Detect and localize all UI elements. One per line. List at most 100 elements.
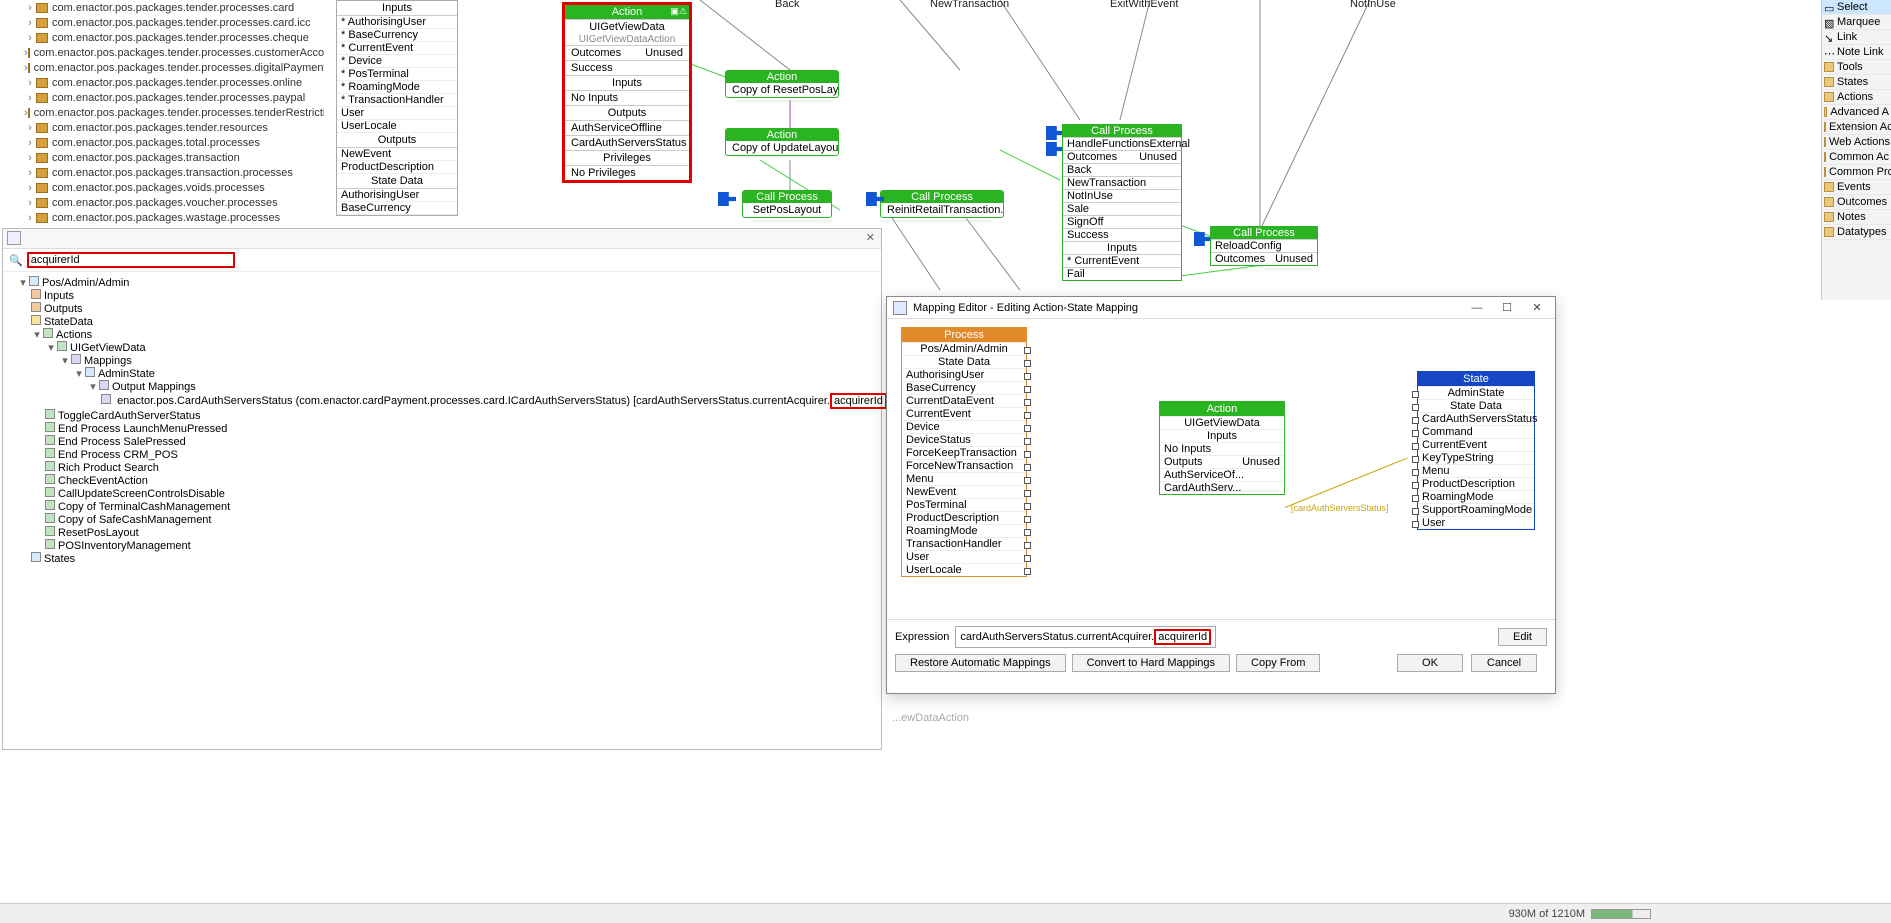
proc-row[interactable]: DeviceStatus [902, 433, 1026, 446]
restore-mappings-button[interactable]: Restore Automatic Mappings [895, 654, 1066, 672]
tool-folder[interactable]: Events [1822, 180, 1891, 195]
tree-outmap[interactable]: Output Mappings [112, 381, 196, 393]
heap-meter[interactable] [1591, 909, 1651, 919]
maximize-button[interactable]: ☐ [1495, 301, 1519, 314]
tree-action-item[interactable]: Rich Product Search [17, 461, 881, 474]
tool-folder[interactable]: Advanced A [1822, 105, 1891, 120]
pill-update[interactable]: Action Copy of UpdateLayout [725, 128, 839, 156]
proc-row[interactable]: CurrentEvent [902, 407, 1026, 420]
tool-folder[interactable]: Datatypes [1822, 225, 1891, 240]
tree-actions[interactable]: Actions [56, 329, 92, 341]
copy-from-button[interactable]: Copy From [1236, 654, 1320, 672]
callproc-reload[interactable]: Call Process ReloadConfig OutcomesUnused [1210, 226, 1318, 266]
tree-states[interactable]: States [44, 553, 75, 565]
outline-tree[interactable]: ▾Pos/Admin/Admin Inputs Outputs StateDat… [3, 272, 881, 569]
tree-action-item[interactable]: ToggleCardAuthServerStatus [17, 409, 881, 422]
tree-action-item[interactable]: End Process LaunchMenuPressed [17, 422, 881, 435]
proc-row[interactable]: BaseCurrency [902, 381, 1026, 394]
tool-folder[interactable]: States [1822, 75, 1891, 90]
tree-inputs[interactable]: Inputs [44, 290, 74, 302]
tool-select[interactable]: ▭Select [1822, 0, 1891, 15]
package-item[interactable]: ›com.enactor.pos.packages.tender.process… [24, 30, 324, 45]
state-row[interactable]: Command [1418, 425, 1534, 438]
tool-folder[interactable]: Actions [1822, 90, 1891, 105]
proc-row[interactable]: CurrentDataEvent [902, 394, 1026, 407]
proc-row[interactable]: UserLocale [902, 563, 1026, 576]
tool-marquee[interactable]: ▧Marquee [1822, 15, 1891, 30]
package-item[interactable]: ›com.enactor.pos.packages.voucher.proces… [24, 195, 324, 210]
tree-action-item[interactable]: End Process CRM_POS [17, 448, 881, 461]
process-box[interactable]: Process Pos/Admin/Admin State Data Autho… [901, 327, 1027, 577]
tool-folder[interactable]: Tools [1822, 60, 1891, 75]
state-row[interactable]: Menu [1418, 464, 1534, 477]
package-item[interactable]: ›com.enactor.pos.packages.tender.process… [24, 75, 324, 90]
tree-action-item[interactable]: POSInventoryManagement [17, 539, 881, 552]
tree-action-item[interactable]: Copy of SafeCashManagement [17, 513, 881, 526]
convert-hard-button[interactable]: Convert to Hard Mappings [1072, 654, 1230, 672]
proc-row[interactable]: ForceNewTransaction [902, 459, 1026, 472]
tree-mappings[interactable]: Mappings [84, 355, 132, 367]
package-item[interactable]: ›com.enactor.pos.packages.tender.process… [24, 105, 324, 120]
proc-row[interactable]: Device [902, 420, 1026, 433]
package-item[interactable]: ›com.enactor.pos.packages.transaction.pr… [24, 165, 324, 180]
package-item[interactable]: ›com.enactor.pos.packages.tender.process… [24, 15, 324, 30]
minimize-button[interactable]: — [1465, 302, 1489, 314]
tool-folder[interactable]: Notes [1822, 210, 1891, 225]
tool-notelink[interactable]: ⋯Note Link [1822, 45, 1891, 60]
tool-folder[interactable]: Extension Ac [1822, 120, 1891, 135]
state-row[interactable]: CurrentEvent [1418, 438, 1534, 451]
state-box[interactable]: State AdminState State Data CardAuthServ… [1417, 371, 1535, 530]
tree-action-item[interactable]: ResetPosLayout [17, 526, 881, 539]
proc-row[interactable]: NewEvent [902, 485, 1026, 498]
tree-adminstate[interactable]: AdminState [98, 368, 155, 380]
callproc-hfe[interactable]: Call Process HandleFunctionsExternal Out… [1062, 124, 1182, 281]
package-item[interactable]: ›com.enactor.pos.packages.transaction [24, 150, 324, 165]
tree-action-item[interactable]: Copy of TerminalCashManagement [17, 500, 881, 513]
state-row[interactable]: SupportRoamingMode [1418, 503, 1534, 516]
tree-action-item[interactable]: CheckEventAction [17, 474, 881, 487]
tree-statedata[interactable]: StateData [44, 316, 93, 328]
proc-row[interactable]: ProductDescription [902, 511, 1026, 524]
tree-action-item[interactable]: End Process SalePressed [17, 435, 881, 448]
proc-row[interactable]: AuthorisingUser [902, 368, 1026, 381]
expr-pre[interactable]: cardAuthServersStatus.currentAcquirer. [960, 631, 1154, 643]
pill-reset[interactable]: Action Copy of ResetPosLayout [725, 70, 839, 98]
proc-row[interactable]: ForceKeepTransaction [902, 446, 1026, 459]
close-icon[interactable]: ✕ [866, 231, 875, 244]
tree-uiget[interactable]: UIGetViewData [70, 342, 146, 354]
pill-setpos[interactable]: Call Process SetPosLayout [742, 190, 832, 218]
package-item[interactable]: ›com.enactor.pos.packages.voids.processe… [24, 180, 324, 195]
pill-reinit[interactable]: Call Process ReinitRetailTransaction... [880, 190, 1004, 218]
proc-row[interactable]: Menu [902, 472, 1026, 485]
proc-row[interactable]: User [902, 550, 1026, 563]
expr-red[interactable]: acquirerId [1154, 629, 1211, 645]
action-box-map[interactable]: Action UIGetViewData Inputs No Inputs Ou… [1159, 401, 1285, 495]
cancel-button[interactable]: Cancel [1471, 654, 1537, 672]
proc-row[interactable]: TransactionHandler [902, 537, 1026, 550]
tool-folder[interactable]: Common Prc [1822, 165, 1891, 180]
state-row[interactable]: User [1418, 516, 1534, 529]
package-item[interactable]: ›com.enactor.pos.packages.wastage.proces… [24, 210, 324, 225]
state-row[interactable]: RoamingMode [1418, 490, 1534, 503]
proc-row[interactable]: RoamingMode [902, 524, 1026, 537]
tool-folder[interactable]: Outcomes [1822, 195, 1891, 210]
package-item[interactable]: ›com.enactor.pos.packages.tender.resourc… [24, 120, 324, 135]
package-item[interactable]: ›com.enactor.pos.packages.tender.process… [24, 90, 324, 105]
tool-folder[interactable]: Web Actions [1822, 135, 1891, 150]
tree-action-item[interactable]: CallUpdateScreenControlsDisable [17, 487, 881, 500]
state-row[interactable]: ProductDescription [1418, 477, 1534, 490]
package-item[interactable]: ›com.enactor.pos.packages.tender.process… [24, 0, 324, 15]
action-uigetviewdata[interactable]: Action▣⚠ UIGetViewData UIGetViewDataActi… [562, 2, 692, 183]
tree-root[interactable]: Pos/Admin/Admin [42, 277, 129, 289]
search-input[interactable] [31, 254, 231, 266]
package-item[interactable]: ›com.enactor.pos.packages.tender.process… [24, 60, 324, 75]
state-row[interactable]: CardAuthServersStatus [1418, 412, 1534, 425]
tree-outputs[interactable]: Outputs [44, 303, 83, 315]
package-item[interactable]: ›com.enactor.pos.packages.total.processe… [24, 135, 324, 150]
tool-link[interactable]: ↘Link [1822, 30, 1891, 45]
edit-button[interactable]: Edit [1498, 628, 1547, 646]
package-item[interactable]: ›com.enactor.pos.packages.tender.process… [24, 45, 324, 60]
tree-mapping-line[interactable]: enactor.pos.CardAuthServersStatus (com.e… [17, 393, 881, 409]
state-row[interactable]: KeyTypeString [1418, 451, 1534, 464]
close-button[interactable]: ✕ [1525, 301, 1549, 314]
